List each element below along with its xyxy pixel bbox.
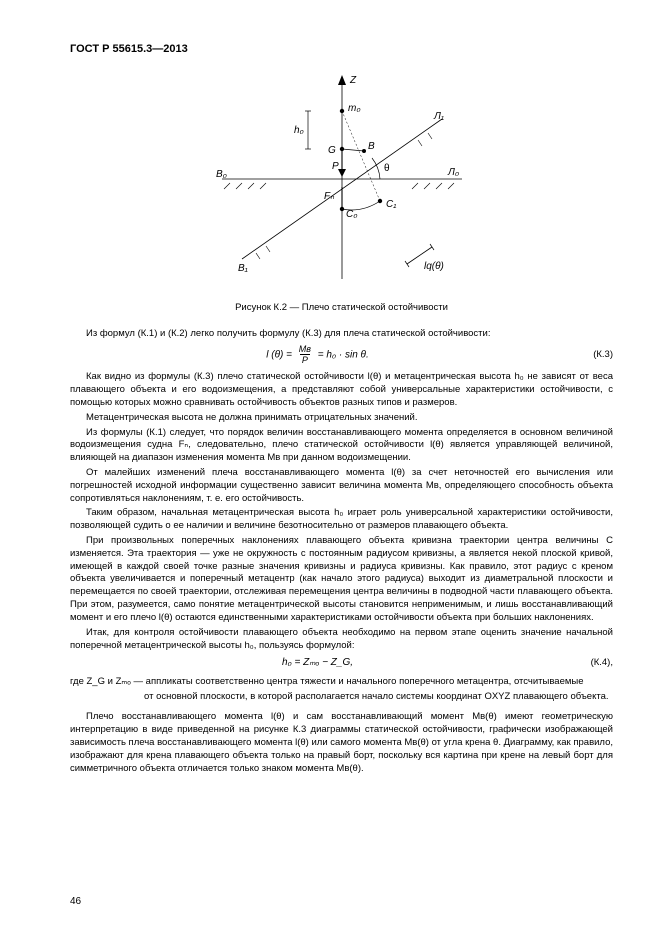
label-b1: B₁ xyxy=(238,263,248,274)
label-p: P xyxy=(332,161,339,172)
label-l1: Л₁ xyxy=(433,111,444,122)
label-fn: Fₙ xyxy=(324,191,335,202)
para-2: Как видно из формулы (К.3) плечо статиче… xyxy=(70,371,613,409)
label-b: B xyxy=(368,141,375,152)
para-5: От малейших изменений плеча восстанавлив… xyxy=(70,467,613,505)
figure-caption: Рисунок К.2 — Плечо статической остойчив… xyxy=(70,302,613,315)
eq-k3-num: Mв xyxy=(297,345,313,354)
figure-k2: Z B₀ Л₀ B₁ Л₁ θ m₀ xyxy=(70,69,613,294)
eq-k3-right: = h₀ · sin θ. xyxy=(318,350,369,361)
equation-k4: h₀ = Zₘₒ − Z_G, (К.4), xyxy=(70,656,613,670)
eq-k3-frac: Mв P xyxy=(297,345,313,365)
para-3: Метацентрическая высота не должна приним… xyxy=(70,412,613,425)
para-8: Итак, для контроля остойчивости плавающе… xyxy=(70,627,613,653)
label-theta: θ xyxy=(384,163,390,174)
document-header: ГОСТ Р 55615.3—2013 xyxy=(70,42,613,57)
label-lq: lq(θ) xyxy=(424,261,444,272)
where-text-line1: аппликаты соответственно центра тяжести … xyxy=(146,676,584,687)
where-label: где Z_G и Zₘₒ — xyxy=(70,676,146,687)
where-clause: где Z_G и Zₘₒ — аппликаты соответственно… xyxy=(70,676,613,704)
label-c0: C₀ xyxy=(346,209,357,220)
eq-k3-left: l (θ) = xyxy=(266,350,292,361)
label-m0: m₀ xyxy=(348,103,361,114)
eq-k4-body: h₀ = Zₘₒ − Z_G, xyxy=(70,656,565,670)
label-c1: C₁ xyxy=(386,199,396,210)
label-z: Z xyxy=(349,75,357,86)
para-6: Таким образом, начальная метацентрическа… xyxy=(70,507,613,533)
stability-diagram: Z B₀ Л₀ B₁ Л₁ θ m₀ xyxy=(192,69,492,289)
equation-k3: l (θ) = Mв P = h₀ · sin θ. (К.3) xyxy=(70,345,613,365)
para-intro-k3: Из формул (К.1) и (К.2) легко получить ф… xyxy=(70,328,613,341)
page: ГОСТ Р 55615.3—2013 Z B₀ Л₀ B xyxy=(0,0,661,936)
label-b0: B₀ xyxy=(216,169,227,180)
where-text-line2: от основной плоскости, в которой распола… xyxy=(70,691,613,704)
label-l0: Л₀ xyxy=(447,167,459,178)
para-4: Из формулы (К.1) следует, что порядок ве… xyxy=(70,427,613,465)
label-g: G xyxy=(328,145,336,156)
eq-k4-number: (К.4), xyxy=(565,657,613,670)
para-9: Плечо восстанавливающего момента l(θ) и … xyxy=(70,711,613,775)
eq-k3-den: P xyxy=(300,354,310,365)
page-number: 46 xyxy=(70,895,81,909)
label-h0: h₀ xyxy=(294,125,304,136)
eq-k3-number: (К.3) xyxy=(565,349,613,362)
para-7: При произвольных поперечных наклонениях … xyxy=(70,535,613,625)
